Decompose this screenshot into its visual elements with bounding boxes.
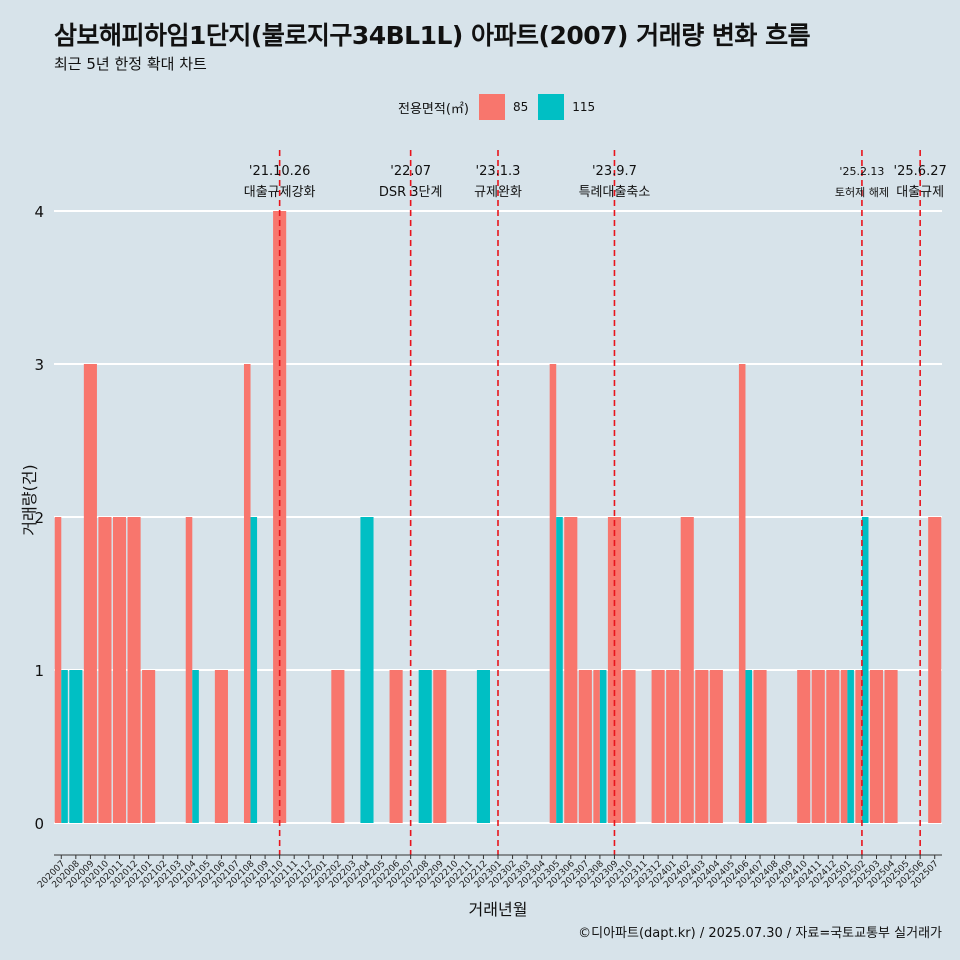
legend-key-85	[478, 94, 505, 120]
y-axis-ticks: 0 1 2 3 4	[34, 203, 44, 833]
bar-85-202007	[54, 517, 62, 823]
bar-115-202108	[250, 517, 258, 823]
y-axis-title: 거래량(건)	[20, 464, 39, 536]
bar-85-202110	[273, 211, 287, 823]
bar-115-202208	[418, 670, 432, 823]
source-caption: ©디아파트(dapt.kr) / 2025.07.30 / 자료=국토교통부 실…	[578, 926, 942, 941]
bar-85-202407	[753, 670, 767, 823]
bar-85-202202	[331, 670, 345, 823]
bar-85-202310	[622, 670, 636, 823]
y-tick-label: 0	[34, 815, 44, 833]
bar-85-202306	[564, 517, 578, 823]
bar-85-202307	[578, 670, 592, 823]
event-date-label: '23.9.7	[592, 164, 637, 179]
legend-label-115: 115	[572, 100, 596, 114]
bar-85-202403	[695, 670, 709, 823]
bar-115-202104	[192, 670, 199, 823]
bar-85-202312	[651, 670, 665, 823]
y-tick-label: 4	[34, 203, 44, 221]
bar-85-202305	[549, 364, 557, 823]
bars	[54, 211, 942, 823]
legend-key-115	[538, 94, 565, 120]
event-name-label: DSR 3단계	[379, 185, 443, 200]
legend-title: 전용면적(㎡)	[398, 101, 469, 117]
bar-115-202502	[861, 517, 869, 823]
bar-115-202501	[847, 670, 854, 823]
event-date-label: '25.2.13	[839, 165, 884, 178]
bar-85-202502	[855, 670, 862, 823]
y-tick-label: 2	[34, 509, 44, 527]
legend-label-85: 85	[512, 100, 529, 114]
bar-85-202101	[142, 670, 156, 823]
bar-85-202009	[83, 364, 97, 823]
bar-115-202007	[61, 670, 68, 823]
event-markers: '21.10.26 대출규제강화 '22.07 DSR 3단계 '23.1.3 규제완화 '…	[244, 150, 947, 855]
bar-85-202108	[243, 364, 251, 823]
event-date-label: '23.1.3	[476, 164, 521, 179]
bar-115-202406	[745, 670, 753, 823]
bar-85-202503	[869, 670, 884, 823]
chart-subtitle: 최근 5년 한정 확대 차트	[54, 55, 207, 73]
bar-115-202212	[476, 670, 490, 823]
event-date-label: '25.6.27	[894, 164, 947, 179]
bar-115-202308	[599, 670, 607, 823]
bar-85-202406	[738, 364, 746, 823]
event-date-label: '22.07	[390, 164, 431, 179]
bar-85-202106	[214, 670, 228, 823]
bar-85-202410	[797, 670, 811, 823]
bar-85-202411	[811, 670, 825, 823]
y-tick-label: 1	[34, 662, 44, 680]
bar-85-202504	[884, 670, 898, 823]
x-axis: 2020072020082020092020102020112020122021…	[36, 854, 942, 890]
x-axis-title: 거래년월	[468, 900, 528, 919]
event-name-label: 대출규제강화	[244, 185, 316, 200]
bar-115-202204	[360, 517, 374, 823]
bar-85-202401	[666, 670, 680, 823]
bar-85-202412	[826, 670, 840, 823]
bar-85-202308	[593, 670, 600, 823]
bar-85-202404	[709, 670, 723, 823]
bar-85-202012	[127, 517, 141, 823]
y-tick-label: 3	[34, 356, 44, 374]
event-date-label: '21.10.26	[249, 164, 310, 179]
event-name-label: 규제완화	[474, 185, 522, 200]
bar-115-202305	[556, 517, 563, 823]
event-name-label: 대출규제	[896, 185, 944, 200]
bar-85-202507	[928, 517, 942, 823]
event-name-label: 토허제 해제	[835, 185, 889, 199]
bar-85-202402	[680, 517, 694, 823]
legend: 전용면적(㎡) 85 115	[398, 94, 595, 120]
bar-85-202501	[840, 670, 848, 823]
bar-115-202008	[69, 670, 83, 823]
bar-85-202104	[185, 517, 193, 823]
chart-title: 삼보해피하임1단지(불로지구34BL1L) 아파트(2007) 거래량 변화 흐…	[54, 21, 811, 50]
bar-85-202011	[112, 517, 127, 823]
bar-85-202206	[389, 670, 403, 823]
event-name-label: 특례대출축소	[579, 185, 651, 200]
bar-85-202209	[433, 670, 447, 823]
bar-85-202010	[98, 517, 112, 823]
